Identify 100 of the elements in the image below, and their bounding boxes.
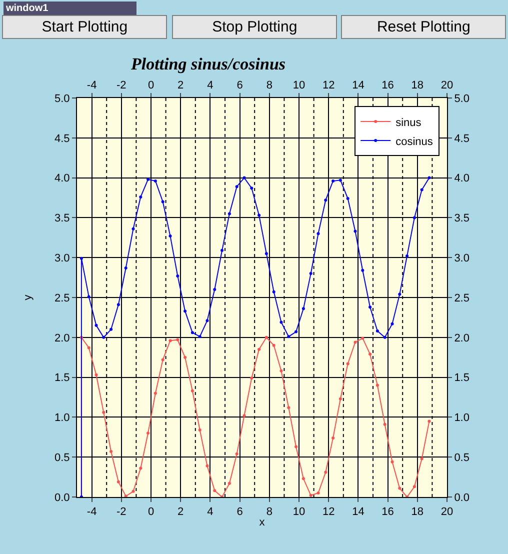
point bbox=[116, 480, 120, 484]
x-tick-label: 10 bbox=[292, 80, 306, 92]
legend-label: sinus bbox=[396, 116, 422, 129]
point bbox=[324, 470, 328, 474]
point bbox=[132, 490, 135, 493]
point bbox=[213, 288, 216, 292]
x2-tick-label: 10 bbox=[292, 506, 306, 518]
point bbox=[184, 310, 187, 313]
x-tick-label: 8 bbox=[266, 80, 272, 92]
x-tick-label: 16 bbox=[382, 80, 394, 92]
x-tick-label: 0 bbox=[148, 80, 154, 92]
x-tick-label: -2 bbox=[116, 80, 126, 92]
y-tick-label: 2.0 bbox=[54, 332, 70, 344]
point bbox=[258, 348, 261, 351]
x2-tick-label: -2 bbox=[116, 506, 126, 518]
point bbox=[132, 227, 135, 230]
text: Stop Plotting bbox=[212, 18, 298, 36]
y-tick-label: 1.0 bbox=[54, 412, 70, 424]
y2-tick-label: 2.0 bbox=[454, 332, 470, 344]
chart-title: Plotting sinus/cosinus bbox=[130, 54, 286, 74]
x-tick-label: 6 bbox=[236, 80, 243, 92]
point bbox=[406, 254, 409, 258]
point bbox=[390, 322, 394, 326]
point bbox=[228, 212, 231, 216]
point bbox=[242, 414, 246, 418]
y-tick-label: 5.0 bbox=[54, 92, 70, 105]
point bbox=[235, 452, 238, 456]
point bbox=[258, 214, 261, 217]
point bbox=[287, 335, 290, 338]
point bbox=[376, 330, 379, 333]
y2-tick-label: 3.5 bbox=[454, 212, 470, 225]
point bbox=[376, 384, 379, 387]
point bbox=[368, 352, 372, 356]
point bbox=[383, 422, 386, 426]
y-tick-label: 0.0 bbox=[54, 492, 70, 504]
point bbox=[190, 331, 194, 334]
point bbox=[206, 319, 209, 322]
point bbox=[324, 198, 328, 202]
point bbox=[272, 290, 276, 294]
point bbox=[154, 392, 157, 395]
y-tick-label: 4.0 bbox=[54, 172, 70, 185]
y2-tick-label: 5.0 bbox=[454, 92, 470, 105]
point bbox=[139, 195, 142, 198]
point bbox=[280, 320, 283, 324]
point bbox=[412, 485, 416, 488]
point bbox=[228, 482, 231, 485]
y-tick-label: 3.5 bbox=[54, 212, 70, 225]
point bbox=[412, 216, 416, 220]
point bbox=[102, 410, 106, 414]
point bbox=[102, 336, 106, 339]
y2-tick-label: 2.5 bbox=[454, 292, 470, 304]
point bbox=[368, 306, 372, 309]
y2-tick-label: 4.5 bbox=[454, 132, 470, 145]
point bbox=[235, 185, 238, 188]
point bbox=[398, 486, 402, 490]
y-tick-label: 1.5 bbox=[54, 372, 70, 384]
point bbox=[80, 256, 83, 260]
point bbox=[94, 373, 98, 376]
point bbox=[420, 457, 424, 460]
point bbox=[184, 356, 187, 359]
point bbox=[294, 330, 298, 334]
x-tick-label: 4 bbox=[207, 80, 214, 92]
point bbox=[110, 450, 113, 454]
x-tick-label: 2 bbox=[178, 80, 184, 92]
y-tick-label: 0.5 bbox=[54, 452, 70, 464]
y-tick-label: 4.5 bbox=[54, 132, 70, 145]
point bbox=[146, 432, 150, 435]
point bbox=[94, 324, 98, 327]
legend-label: cosinus bbox=[396, 136, 434, 148]
text: window1 bbox=[5, 3, 49, 14]
point bbox=[309, 272, 312, 276]
point bbox=[250, 186, 254, 190]
point bbox=[198, 335, 202, 338]
y-tick-label: 3.0 bbox=[54, 252, 70, 264]
x-axis-title: x bbox=[259, 516, 266, 528]
x2-tick-label: 20 bbox=[440, 506, 454, 518]
y2-tick-label: 4.0 bbox=[454, 172, 470, 185]
point bbox=[139, 466, 142, 470]
point bbox=[316, 492, 320, 495]
point bbox=[332, 179, 335, 182]
y2-tick-label: 1.0 bbox=[454, 412, 470, 424]
point bbox=[176, 338, 180, 342]
x-tick-label: -4 bbox=[86, 80, 97, 92]
point bbox=[264, 336, 268, 339]
x2-tick-label: 0 bbox=[148, 506, 154, 518]
point bbox=[87, 295, 90, 298]
point bbox=[124, 266, 128, 270]
text: Start Plotting bbox=[42, 18, 128, 36]
point bbox=[316, 232, 320, 236]
point bbox=[250, 376, 254, 380]
point bbox=[146, 178, 150, 181]
point bbox=[176, 274, 180, 278]
point bbox=[87, 346, 90, 350]
point bbox=[346, 362, 350, 366]
point bbox=[116, 303, 120, 306]
x2-tick-label: -4 bbox=[86, 506, 97, 518]
y-tick-label: 2.5 bbox=[54, 292, 70, 304]
point bbox=[190, 389, 194, 392]
x-tick-label: 18 bbox=[411, 80, 424, 92]
point bbox=[161, 358, 164, 362]
